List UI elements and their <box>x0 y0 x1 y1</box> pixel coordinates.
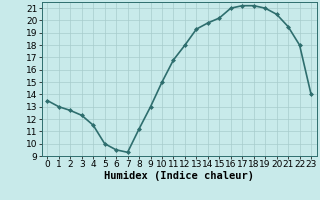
X-axis label: Humidex (Indice chaleur): Humidex (Indice chaleur) <box>104 171 254 181</box>
